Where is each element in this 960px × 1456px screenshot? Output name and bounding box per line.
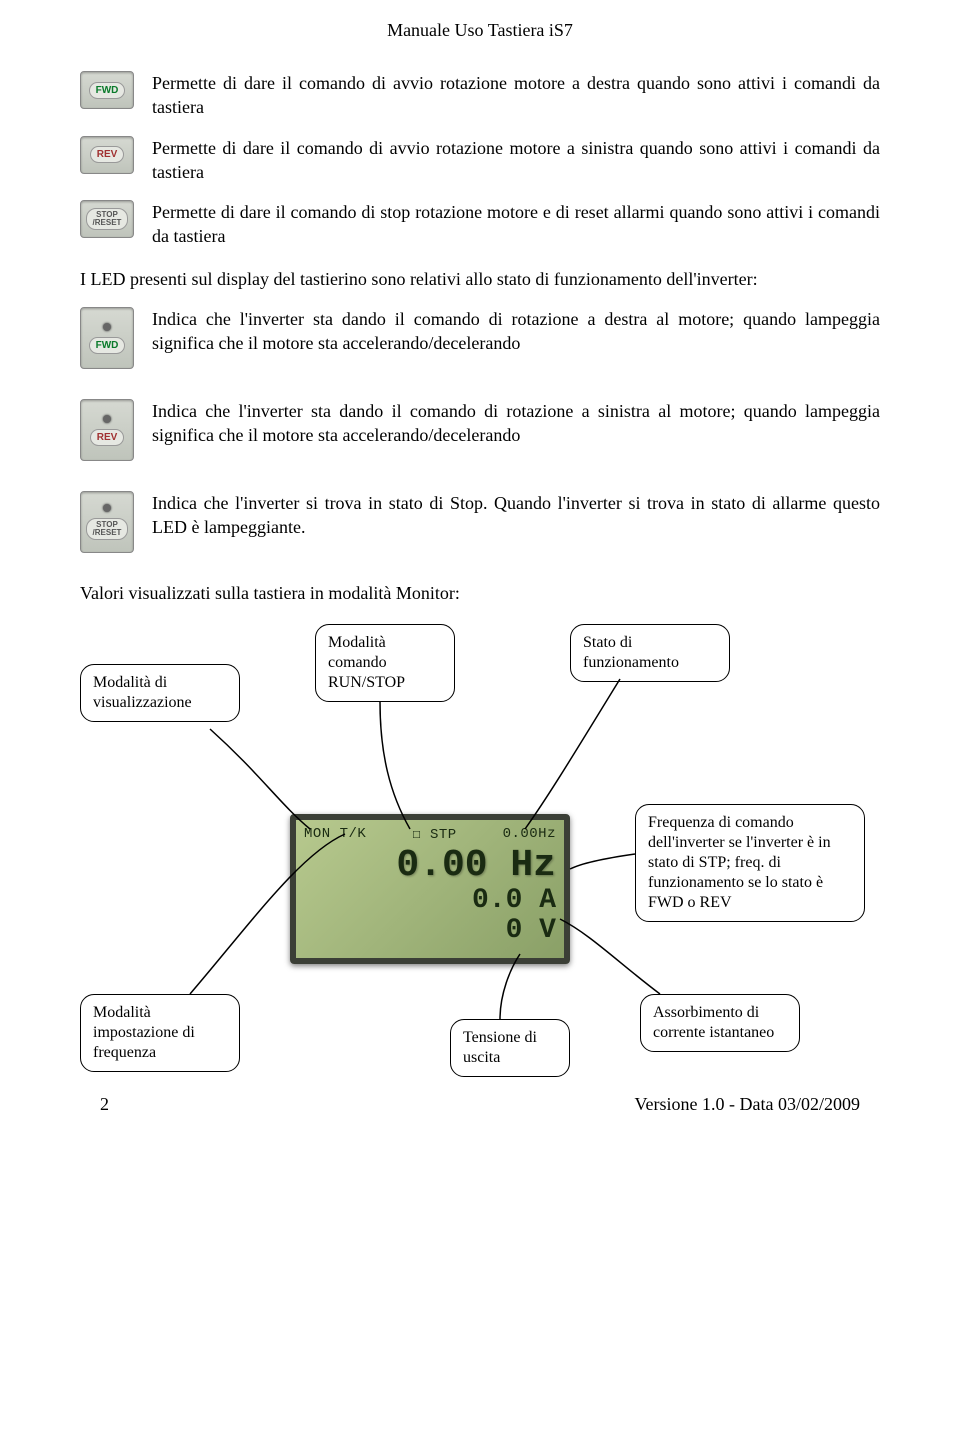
lcd-top-right: 0.00Hz bbox=[503, 826, 556, 843]
stop-description: Permette di dare il comando di stop rota… bbox=[152, 200, 880, 249]
lcd-line-2: 0.0 A bbox=[304, 887, 556, 915]
document-page: Manuale Uso Tastiera iS7 FWD Permette di… bbox=[0, 0, 960, 1145]
lcd-line-1: 0.00 Hz bbox=[304, 847, 556, 885]
monitor-diagram: Modalità di visualizzazione Modalità com… bbox=[80, 624, 880, 1084]
fwd-button-icon: FWD bbox=[80, 71, 134, 109]
page-title: Manuale Uso Tastiera iS7 bbox=[80, 20, 880, 41]
button-row: STOP /RESET Permette di dare il comando … bbox=[80, 200, 880, 249]
button-descriptions: FWD Permette di dare il comando di avvio… bbox=[80, 71, 880, 249]
stop-led-description: Indica che l'inverter si trova in stato … bbox=[152, 491, 880, 540]
led-dot-icon bbox=[103, 415, 111, 423]
led-dot-icon bbox=[103, 323, 111, 331]
lcd-top-left: MON T/K bbox=[304, 826, 366, 843]
rev-led-icon: REV bbox=[80, 399, 134, 461]
rev-button-icon: REV bbox=[80, 136, 134, 174]
callout-vout: Tensione di uscita bbox=[450, 1019, 570, 1077]
callout-freq-set: Modalità impostazione di frequenza bbox=[80, 994, 240, 1072]
rev-led-description: Indica che l'inverter sta dando il coman… bbox=[152, 399, 880, 448]
led-dot-icon bbox=[103, 504, 111, 512]
button-row: REV Permette di dare il comando di avvio… bbox=[80, 136, 880, 185]
led-row: STOP /RESET Indica che l'inverter si tro… bbox=[80, 491, 880, 553]
stop-led-icon: STOP /RESET bbox=[80, 491, 134, 553]
callout-run-stop: Modalità comando RUN/STOP bbox=[315, 624, 455, 702]
monitor-heading: Valori visualizzati sulla tastiera in mo… bbox=[80, 583, 880, 604]
led-row: FWD Indica che l'inverter sta dando il c… bbox=[80, 307, 880, 369]
version-text: Versione 1.0 - Data 03/02/2009 bbox=[635, 1094, 860, 1115]
fwd-description: Permette di dare il comando di avvio rot… bbox=[152, 71, 880, 120]
callout-current: Assorbimento di corrente istantaneo bbox=[640, 994, 800, 1052]
lcd-top-line: MON T/K ☐ STP 0.00Hz bbox=[304, 826, 556, 843]
page-footer: 2 Versione 1.0 - Data 03/02/2009 bbox=[80, 1094, 880, 1115]
led-row: REV Indica che l'inverter sta dando il c… bbox=[80, 399, 880, 461]
fwd-led-description: Indica che l'inverter sta dando il coman… bbox=[152, 307, 880, 356]
button-row: FWD Permette di dare il comando di avvio… bbox=[80, 71, 880, 120]
fwd-led-icon: FWD bbox=[80, 307, 134, 369]
led-descriptions: FWD Indica che l'inverter sta dando il c… bbox=[80, 307, 880, 553]
lcd-line-3: 0 V bbox=[304, 917, 556, 945]
callout-vis-mode: Modalità di visualizzazione bbox=[80, 664, 240, 722]
page-number: 2 bbox=[100, 1094, 109, 1115]
callout-freq-cmd: Frequenza di comando dell'inverter se l'… bbox=[635, 804, 865, 922]
callout-state: Stato di funzionamento bbox=[570, 624, 730, 682]
lcd-display: MON T/K ☐ STP 0.00Hz 0.00 Hz 0.0 A 0 V bbox=[290, 814, 570, 964]
led-intro-text: I LED presenti sul display del tastierin… bbox=[80, 267, 880, 291]
stop-button-icon: STOP /RESET bbox=[80, 200, 134, 238]
lcd-top-mid: ☐ STP bbox=[412, 826, 457, 843]
rev-description: Permette di dare il comando di avvio rot… bbox=[152, 136, 880, 185]
